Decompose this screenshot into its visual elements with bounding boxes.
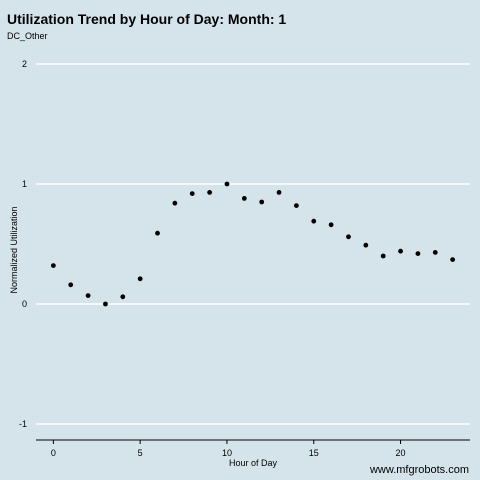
grid-lines (36, 63, 470, 425)
x-tick-label: 10 (222, 448, 232, 458)
y-axis-ticks: -1 0 1 2 (19, 59, 27, 429)
y-tick-label: 1 (22, 179, 27, 189)
data-point (346, 234, 351, 240)
data-point (415, 251, 421, 256)
watermark: www.mfgrobots.com (369, 464, 469, 476)
data-point (380, 253, 386, 259)
y-axis-label: Normalized Utilization (9, 206, 19, 293)
data-point (103, 301, 108, 307)
x-axis-label: Hour of Day (229, 458, 278, 468)
data-points (50, 181, 456, 307)
data-point (328, 222, 334, 228)
y-tick-label: 2 (22, 59, 27, 69)
data-point (85, 293, 91, 298)
data-point (363, 242, 369, 248)
x-tick-label: 5 (138, 448, 143, 458)
data-point (224, 181, 230, 187)
x-tick-label: 0 (51, 448, 56, 458)
y-tick-label: -1 (19, 419, 27, 429)
chart-title: Utilization Trend by Hour of Day: Month:… (7, 11, 286, 27)
data-point (450, 257, 456, 262)
y-tick-label: 0 (22, 299, 27, 309)
data-point (398, 248, 403, 254)
x-tick-label: 20 (396, 448, 406, 458)
data-point (276, 190, 282, 195)
data-point (172, 200, 178, 206)
data-point (120, 294, 126, 300)
chart-subtitle: DC_Other (7, 31, 48, 41)
data-point (432, 250, 438, 255)
data-point (241, 196, 247, 201)
data-point (189, 191, 195, 197)
data-point (155, 230, 160, 236)
data-point (259, 199, 265, 205)
data-point (294, 203, 299, 209)
data-point (311, 218, 317, 224)
data-point (137, 276, 143, 282)
data-point (50, 263, 56, 268)
x-tick-label: 15 (309, 448, 319, 458)
x-axis-ticks: 0 5 10 15 20 (51, 440, 406, 458)
data-point (207, 190, 213, 195)
data-point (68, 282, 74, 288)
